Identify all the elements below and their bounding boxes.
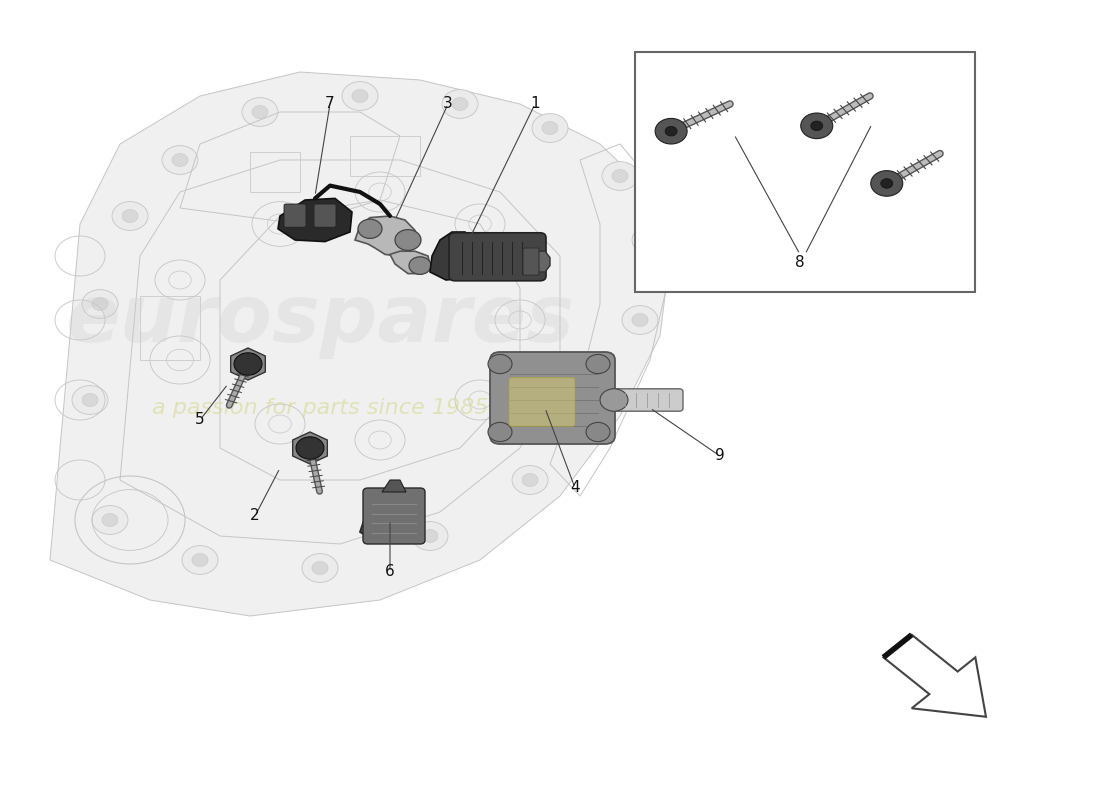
Circle shape <box>522 474 538 486</box>
Circle shape <box>442 90 478 118</box>
Text: 3: 3 <box>443 97 453 111</box>
Circle shape <box>586 354 611 374</box>
FancyBboxPatch shape <box>284 204 306 227</box>
Circle shape <box>162 146 198 174</box>
Text: 9: 9 <box>715 449 725 463</box>
Polygon shape <box>293 432 328 464</box>
Circle shape <box>621 306 658 334</box>
Circle shape <box>312 562 328 574</box>
Circle shape <box>488 354 512 374</box>
FancyBboxPatch shape <box>509 378 575 426</box>
Circle shape <box>302 554 338 582</box>
Circle shape <box>542 122 558 134</box>
FancyBboxPatch shape <box>314 204 336 227</box>
Circle shape <box>296 437 324 459</box>
Circle shape <box>632 314 648 326</box>
Circle shape <box>592 394 608 406</box>
Polygon shape <box>355 216 418 256</box>
Text: 8: 8 <box>795 255 805 270</box>
Polygon shape <box>278 198 352 242</box>
Circle shape <box>352 90 368 102</box>
Text: 1: 1 <box>530 97 540 111</box>
FancyBboxPatch shape <box>522 248 539 275</box>
Circle shape <box>102 514 118 526</box>
Text: 2: 2 <box>250 509 260 523</box>
Polygon shape <box>534 251 550 272</box>
Circle shape <box>395 230 421 250</box>
Polygon shape <box>382 480 406 492</box>
Circle shape <box>871 170 903 196</box>
Circle shape <box>632 226 668 254</box>
Circle shape <box>234 353 262 375</box>
Circle shape <box>801 113 833 138</box>
Circle shape <box>409 257 431 274</box>
FancyBboxPatch shape <box>363 488 425 544</box>
Circle shape <box>642 234 658 246</box>
Circle shape <box>811 121 823 130</box>
Polygon shape <box>360 490 422 542</box>
Circle shape <box>586 422 611 442</box>
Circle shape <box>600 389 628 411</box>
Circle shape <box>82 394 98 406</box>
Circle shape <box>602 162 638 190</box>
Circle shape <box>92 506 128 534</box>
Circle shape <box>881 178 893 188</box>
FancyBboxPatch shape <box>610 389 683 411</box>
Circle shape <box>92 298 108 310</box>
FancyBboxPatch shape <box>449 233 546 281</box>
Polygon shape <box>883 634 986 717</box>
Circle shape <box>252 106 268 118</box>
Text: 7: 7 <box>326 97 334 111</box>
Circle shape <box>452 98 468 110</box>
Text: 5: 5 <box>195 413 205 427</box>
Circle shape <box>358 219 382 238</box>
Circle shape <box>422 530 438 542</box>
Circle shape <box>122 210 138 222</box>
Circle shape <box>72 386 108 414</box>
Circle shape <box>612 170 628 182</box>
Circle shape <box>192 554 208 566</box>
Circle shape <box>512 466 548 494</box>
Polygon shape <box>50 72 670 616</box>
Circle shape <box>666 126 678 136</box>
Circle shape <box>488 422 512 442</box>
Text: eurospares: eurospares <box>66 281 574 359</box>
Text: 4: 4 <box>570 481 580 495</box>
Circle shape <box>82 290 118 318</box>
Circle shape <box>582 386 618 414</box>
Polygon shape <box>430 232 478 280</box>
Circle shape <box>182 546 218 574</box>
Polygon shape <box>390 251 430 274</box>
Circle shape <box>172 154 188 166</box>
Circle shape <box>112 202 148 230</box>
Circle shape <box>656 118 688 144</box>
Polygon shape <box>231 348 265 380</box>
Text: 6: 6 <box>385 565 395 579</box>
Circle shape <box>242 98 278 126</box>
FancyBboxPatch shape <box>490 352 615 444</box>
FancyBboxPatch shape <box>635 52 975 292</box>
Text: a passion for parts since 1985: a passion for parts since 1985 <box>152 398 488 418</box>
Circle shape <box>342 82 378 110</box>
Circle shape <box>532 114 568 142</box>
Circle shape <box>412 522 448 550</box>
